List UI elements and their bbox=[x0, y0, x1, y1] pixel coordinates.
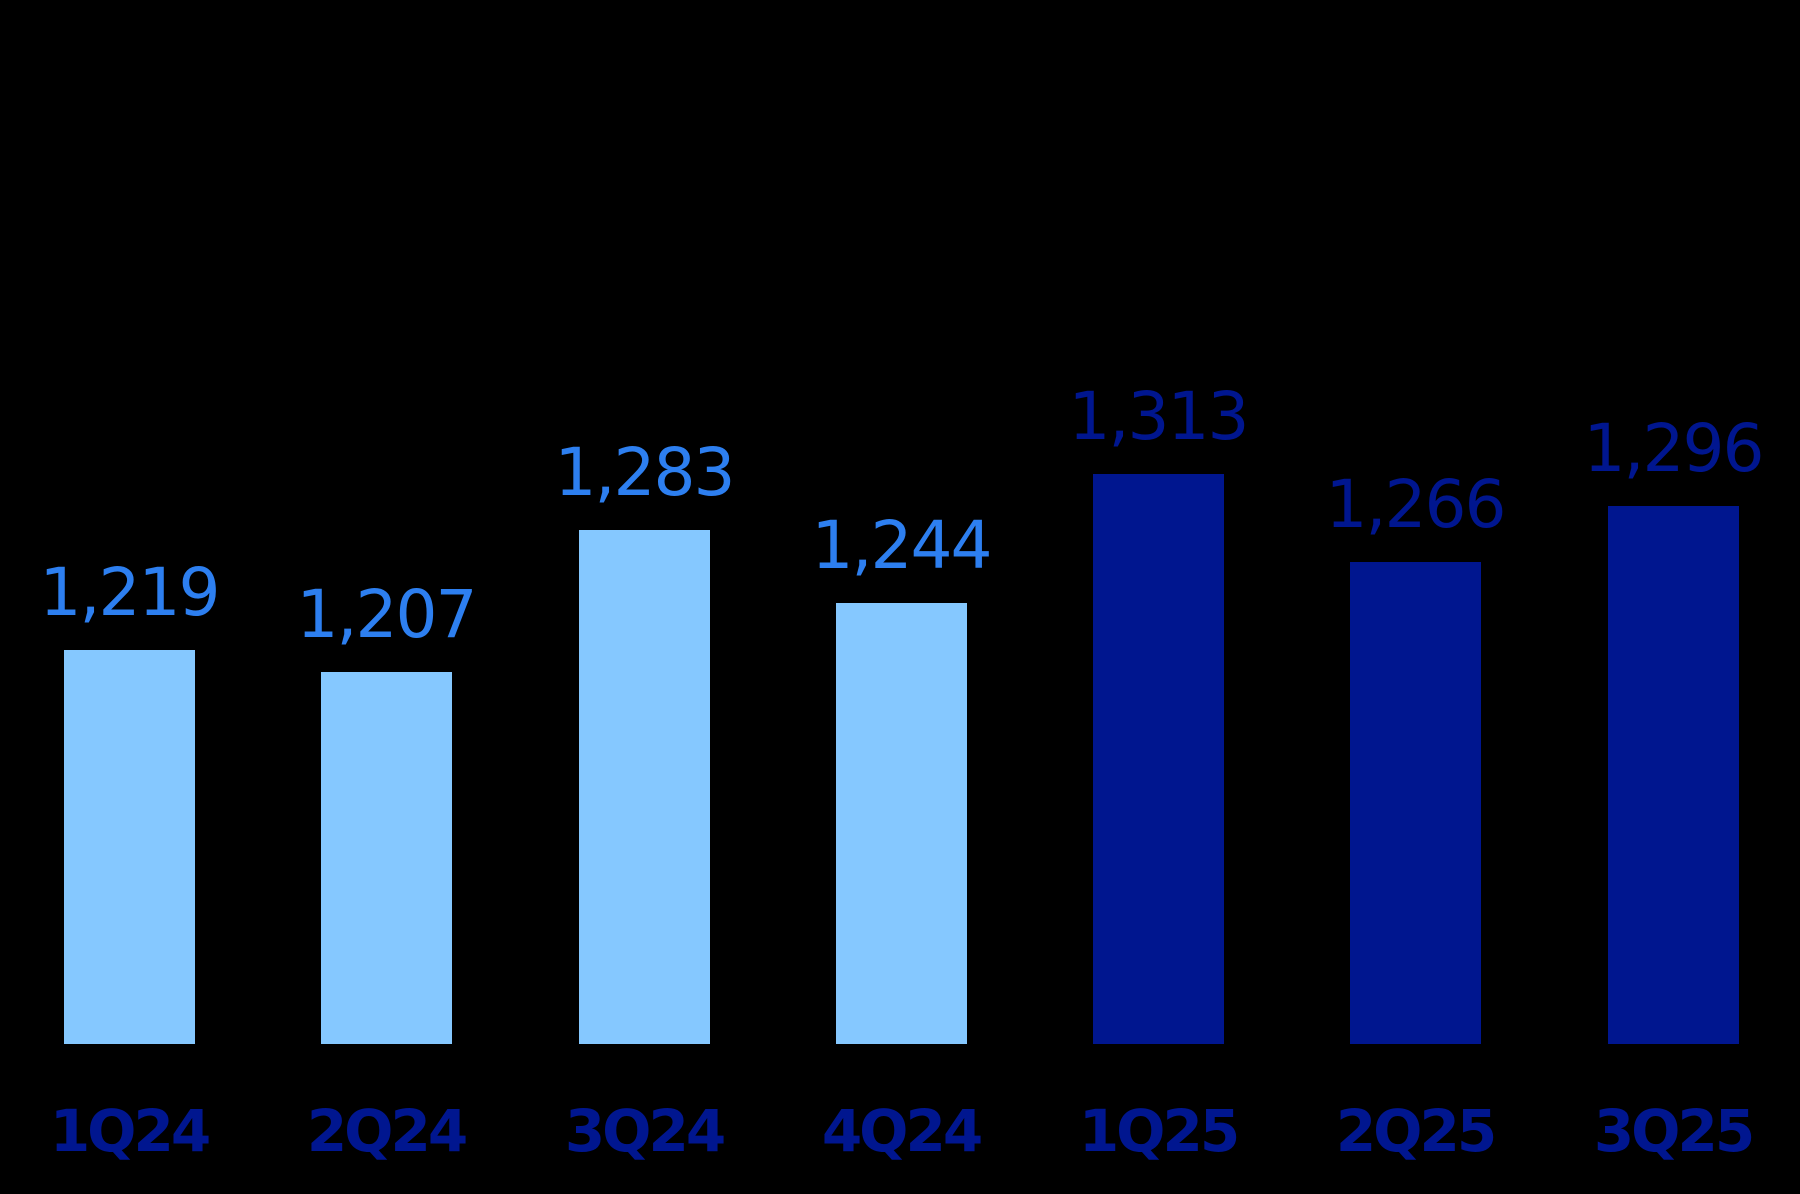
category-label-3q25: 3Q25 bbox=[1593, 1097, 1755, 1165]
value-label-1q24: 1,219 bbox=[39, 554, 221, 631]
category-label-1q25: 1Q25 bbox=[1078, 1097, 1240, 1165]
bar-2q25 bbox=[1349, 562, 1481, 1044]
bar-2q24 bbox=[320, 672, 452, 1044]
category-label-2q24: 2Q24 bbox=[306, 1097, 468, 1165]
bar-1q25 bbox=[1092, 474, 1224, 1044]
category-label-2q25: 2Q25 bbox=[1335, 1097, 1497, 1165]
value-label-1q25: 1,313 bbox=[1068, 378, 1250, 455]
value-label-4q24: 1,244 bbox=[811, 507, 993, 584]
bar-4q24 bbox=[835, 603, 967, 1044]
value-label-3q24: 1,283 bbox=[554, 434, 736, 511]
category-label-4q24: 4Q24 bbox=[821, 1097, 983, 1165]
category-label-3q24: 3Q24 bbox=[564, 1097, 726, 1165]
bar-3q25 bbox=[1607, 506, 1739, 1044]
bar-1q24 bbox=[63, 650, 195, 1044]
bar-3q24 bbox=[578, 530, 710, 1044]
value-label-2q25: 1,266 bbox=[1325, 466, 1507, 543]
value-label-2q24: 1,207 bbox=[296, 576, 478, 653]
value-label-3q25: 1,296 bbox=[1583, 410, 1765, 487]
category-label-1q24: 1Q24 bbox=[49, 1097, 211, 1165]
